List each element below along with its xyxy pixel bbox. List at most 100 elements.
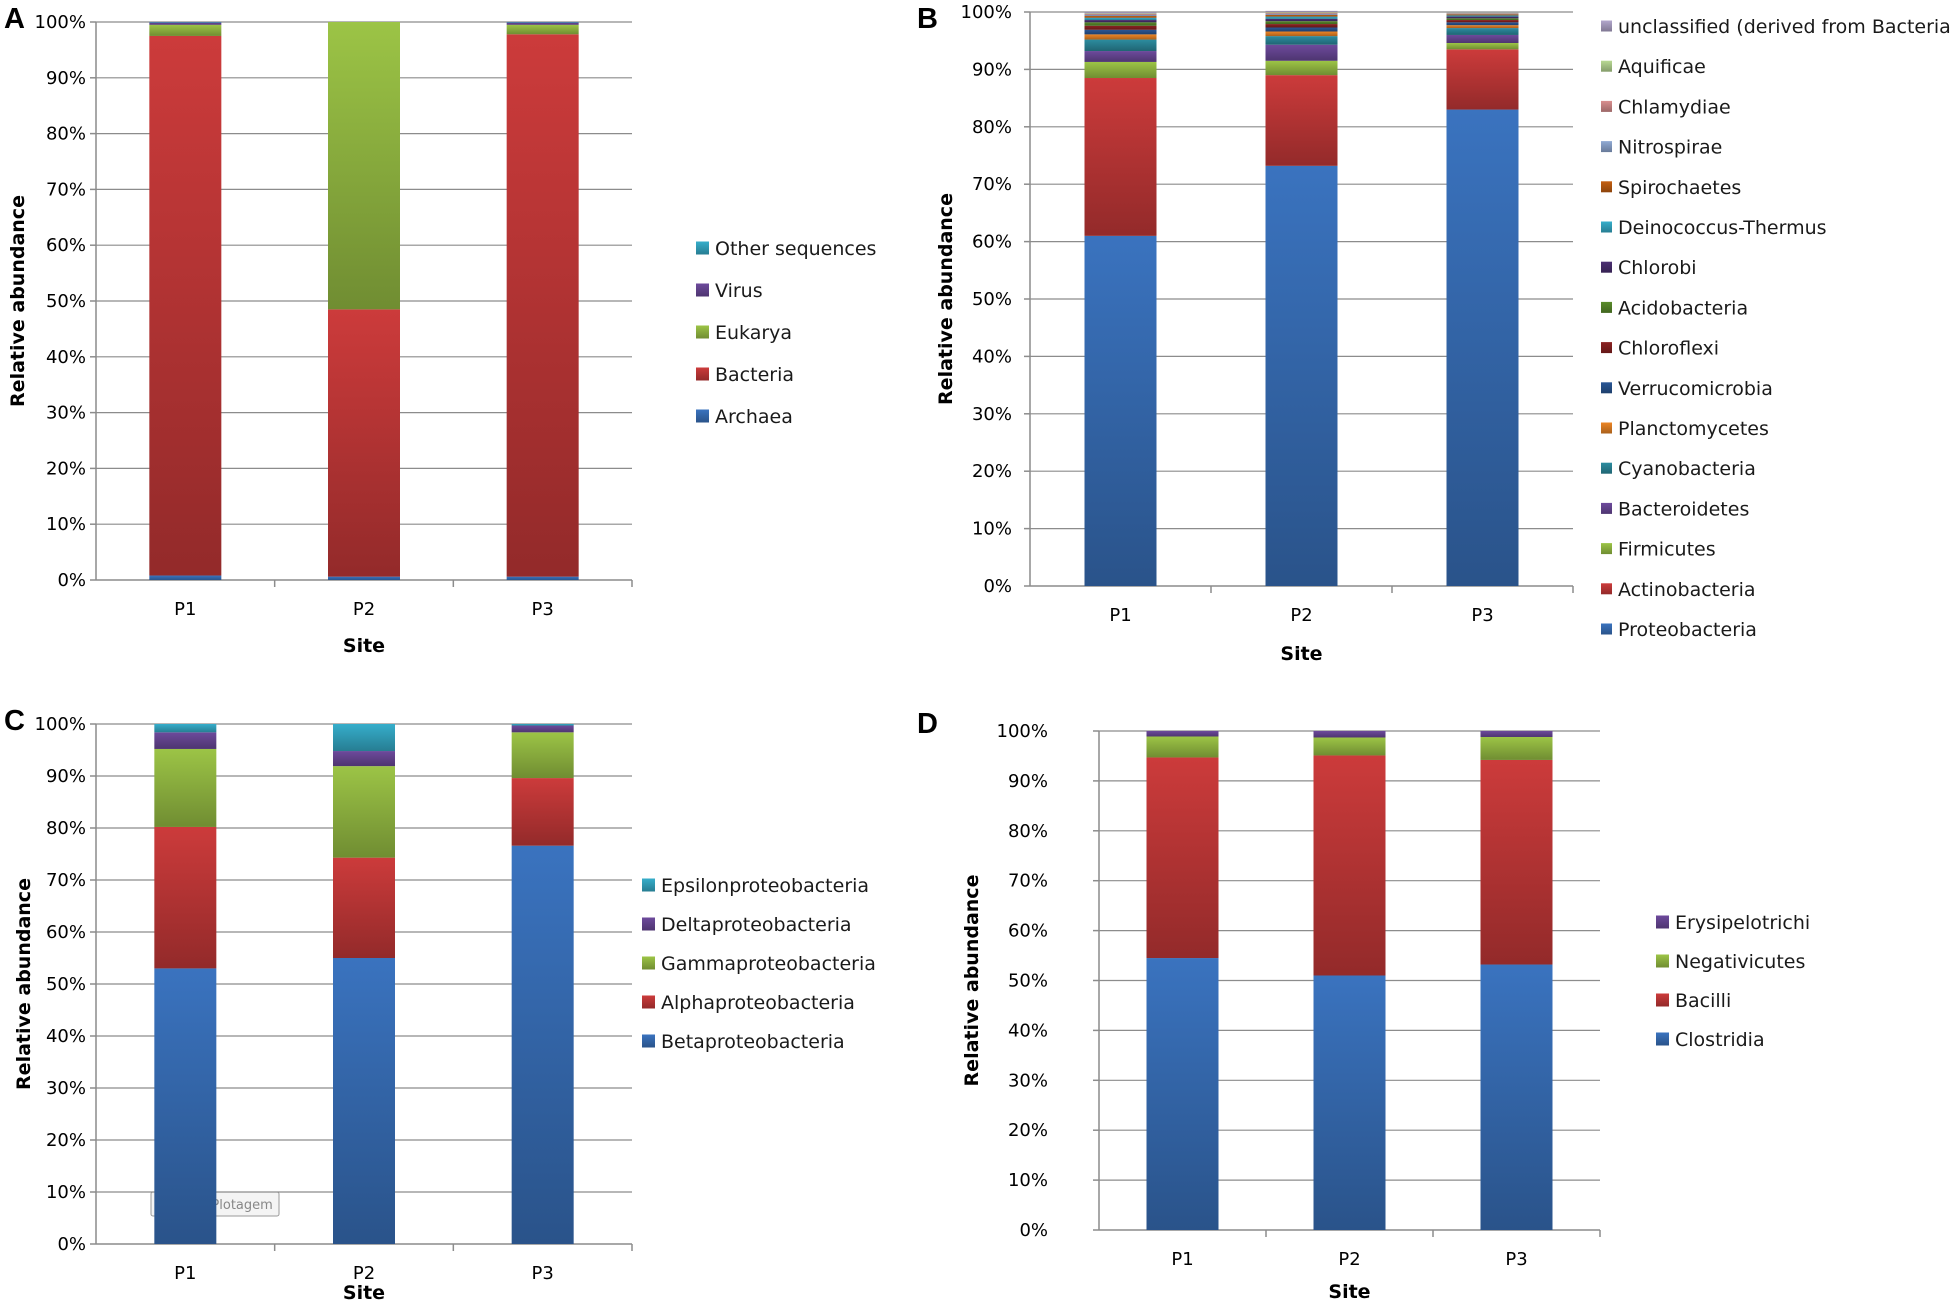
panel-c-y-tick-label: 10%	[46, 1182, 86, 1203]
panel-a-x-tick-label-p1: P1	[174, 599, 196, 620]
panel-c-y-tick-label: 0%	[57, 1234, 86, 1255]
panel-b-bar-p3-cyanobacteria	[1446, 28, 1519, 35]
panel-a-legend-swatch-other-sequences	[696, 241, 709, 255]
panel-a-legend-label-archaea: Archaea	[715, 406, 793, 428]
panel-a-legend-swatch-bacteria	[696, 367, 709, 381]
panel-b-legend-label-firmicutes: Firmicutes	[1618, 539, 1716, 561]
panel-c-bar-p1-deltaproteobacteria	[154, 732, 217, 749]
panel-b-legend-swatch-deinococcus-thermus	[1601, 221, 1612, 233]
panel-c-bar-p1-gammaproteobacteria	[154, 748, 217, 827]
panel-b-legend-swatch-unclassified-derived-from-bacteria	[1601, 20, 1612, 32]
panel-b-bar-p2-chlamydiae	[1265, 12, 1338, 14]
panel-d-legend-label-negativicutes: Negativicutes	[1675, 951, 1805, 973]
panel-b-bar-p2-chloroflexi	[1265, 24, 1338, 28]
panel-d-y-tick-label: 30%	[1008, 1070, 1048, 1091]
panel-b-x-tick-label-p1: P1	[1109, 605, 1131, 626]
panel-a-legend-swatch-eukarya	[696, 325, 709, 339]
panel-b-legend-label-chlorobi: Chlorobi	[1618, 257, 1697, 279]
panel-c-label: C	[4, 705, 25, 737]
panel-d-y-tick-label: 90%	[1008, 771, 1048, 792]
panel-c-y-tick-label: 90%	[46, 766, 86, 787]
panel-b-y-tick-label: 40%	[972, 346, 1012, 367]
panel-b-legend-label-nitrospirae: Nitrospirae	[1618, 137, 1722, 159]
panel-c-bar-p3-betaproteobacteria	[511, 845, 574, 1244]
panel-a-legend-swatch-virus	[696, 283, 709, 297]
panel-b-y-tick-label: 50%	[972, 289, 1012, 310]
panel-b-bar-p3-proteobacteria	[1446, 109, 1519, 586]
panel-b-bar-p1-chlorobi	[1084, 20, 1157, 23]
panel-b-bar-p2-nitrospirae	[1265, 13, 1338, 15]
panel-c-legend-label-deltaproteobacteria: Deltaproteobacteria	[661, 914, 852, 936]
panel-b-bar-p1-cyanobacteria	[1084, 39, 1157, 52]
panel-a-bar-p1-eukarya	[149, 24, 222, 36]
panel-d-y-tick-label: 10%	[1008, 1170, 1048, 1191]
panel-b-bar-p1-bacteroidetes	[1084, 51, 1157, 62]
panel-c-y-tick-label: 50%	[46, 974, 86, 995]
panel-a-y-tick-label: 40%	[46, 347, 86, 368]
panel-b-bar-p3-verrucomicrobia	[1446, 22, 1519, 26]
panel-c-y-tick-label: 100%	[35, 714, 86, 735]
panel-b-y-tick-label: 20%	[972, 461, 1012, 482]
panel-d-legend-label-bacilli: Bacilli	[1675, 990, 1731, 1012]
panel-b-legend-swatch-bacteroidetes	[1601, 502, 1612, 514]
panel-d-legend-label-clostridia: Clostridia	[1675, 1029, 1765, 1051]
panel-b-y-tick-label: 10%	[972, 519, 1012, 540]
panel-b-bar-p2-verrucomicrobia	[1265, 27, 1338, 32]
panel-c-legend-swatch-alphaproteobacteria	[642, 995, 655, 1009]
panel-d-y-tick-label: 0%	[1019, 1220, 1048, 1241]
panel-a-bar-p1-virus	[149, 22, 222, 25]
panel-b-legend-swatch-spirochaetes	[1601, 181, 1612, 193]
panel-c-bar-p1-alphaproteobacteria	[154, 826, 217, 969]
panel-b-legend-label-aquificae: Aquificae	[1618, 56, 1706, 78]
panel-b-x-tick-label-p2: P2	[1290, 605, 1312, 626]
panel-d-x-tick-label-p2: P2	[1338, 1249, 1360, 1270]
panel-c-bar-p3-epsilonproteobacteria	[511, 724, 574, 726]
panel-c-y-tick-label: 70%	[46, 870, 86, 891]
panel-d-y-tick-label: 40%	[1008, 1020, 1048, 1041]
panel-b-x-tick-label-p3: P3	[1471, 605, 1493, 626]
panel-c-chart: C Relative abundance Site Área de Plotag…	[4, 705, 876, 1304]
panel-c-bar-p2-deltaproteobacteria	[333, 751, 395, 767]
panel-c-y-axis-title: Relative abundance	[13, 878, 35, 1090]
panel-b-bar-p1-proteobacteria	[1084, 235, 1157, 587]
panel-b-bar-p1-aquificae	[1084, 13, 1157, 14]
panel-a-legend-label-other-sequences: Other sequences	[715, 238, 876, 260]
panel-b-legend-swatch-chlorobi	[1601, 261, 1612, 273]
panel-d-label: D	[917, 708, 938, 740]
panel-b-bar-p2-aquificae	[1265, 12, 1338, 13]
panel-d-x-tick-label-p3: P3	[1505, 1249, 1527, 1270]
panel-b-bar-p1-spirochaetes	[1084, 16, 1157, 18]
panel-b-bar-p1-unclassified-derived-from-bacteria	[1084, 12, 1157, 14]
panel-a-y-tick-label: 100%	[35, 12, 86, 33]
panel-b-legend-label-acidobacteria: Acidobacteria	[1618, 297, 1748, 319]
panel-c-y-tick-label: 20%	[46, 1130, 86, 1151]
panel-d-bar-p3-clostridia	[1480, 964, 1553, 1230]
panel-d-x-axis-title: Site	[1328, 1281, 1370, 1303]
panel-a-bar-p3-virus	[506, 22, 579, 25]
panel-d-bar-p3-negativicutes	[1480, 736, 1553, 760]
panel-b-legend-swatch-aquificae	[1601, 60, 1612, 72]
panel-a-legend-label-virus: Virus	[715, 280, 763, 302]
panel-c-x-tick-label-p3: P3	[532, 1263, 554, 1284]
panel-a-bar-p1-other-sequences	[149, 22, 222, 23]
panel-a-bar-p1-archaea	[149, 575, 222, 580]
panel-d-legend-swatch-bacilli	[1656, 993, 1669, 1007]
panel-a-bar-p2-archaea	[328, 576, 400, 580]
panel-b-bar-p1-verrucomicrobia	[1084, 29, 1157, 35]
panel-a-bar-p1-bacteria	[149, 35, 222, 576]
panel-b-bar-p3-chlorobi	[1446, 16, 1519, 19]
panel-b-y-tick-label: 100%	[961, 2, 1012, 23]
panel-b-bar-p2-unclassified-derived-from-bacteria	[1265, 10, 1338, 12]
panel-a-y-tick-label: 90%	[46, 68, 86, 89]
panel-d-y-tick-label: 80%	[1008, 821, 1048, 842]
panel-d-bar-p1-negativicutes	[1146, 736, 1219, 758]
panel-b-bar-p1-acidobacteria	[1084, 22, 1157, 26]
panel-c-x-tick-label-p2: P2	[353, 1263, 375, 1284]
panel-b-bar-p2-firmicutes	[1265, 60, 1338, 76]
panel-d-legend-label-erysipelotrichi: Erysipelotrichi	[1675, 912, 1810, 934]
panel-b-bar-p2-planctomycetes	[1265, 31, 1338, 37]
panel-b-bar-p1-chloroflexi	[1084, 25, 1157, 30]
panel-b-bar-p1-deinococcus-thermus	[1084, 17, 1157, 21]
panel-d-bar-p3-bacilli	[1480, 759, 1553, 965]
